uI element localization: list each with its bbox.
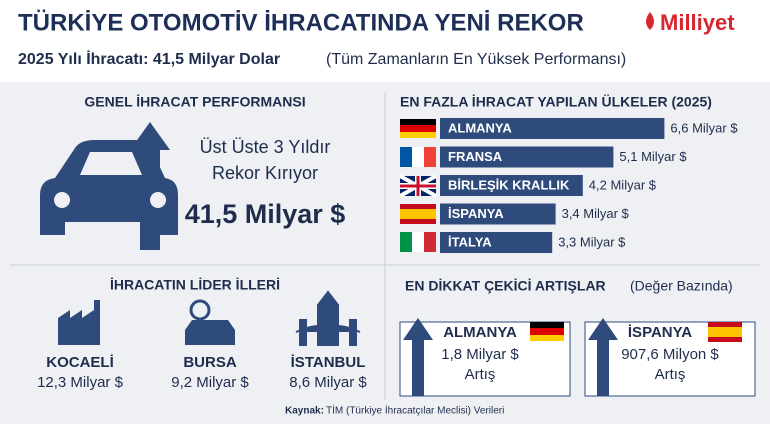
flag: [400, 119, 436, 125]
increase-label: Artış: [655, 366, 686, 383]
flag: [416, 176, 420, 196]
province-value: 12,3 Milyar $: [37, 374, 124, 391]
province-name: KOCAELİ: [46, 354, 114, 371]
bar: [440, 203, 556, 225]
bar-category: FRANSA: [448, 149, 503, 164]
increase-label: Artış: [465, 366, 496, 383]
section-title: EN FAZLA İHRACAT YAPILAN ÜLKELER (2025): [400, 94, 712, 110]
bar-chart: ALMANYA 6,6 Milyar $ FRANSA 5,1 Milyar $ BİR…: [440, 118, 738, 253]
bar-category: BİRLEŞİK KRALLIK: [448, 177, 570, 192]
brand: Milliyet: [660, 10, 735, 35]
bar: [440, 118, 665, 139]
flag: [424, 232, 436, 252]
factory-icon: [58, 300, 100, 345]
section-note: (Değer Bazında): [630, 278, 733, 294]
flag: [424, 147, 436, 167]
title: TÜRKİYE OTOMOTİV İHRACATINDA YENİ REKOR: [18, 9, 584, 36]
increase-amount: 907,6 Milyon $: [621, 346, 719, 363]
flag: [400, 132, 436, 138]
bar-category: İSPANYA: [448, 206, 504, 221]
flag: [400, 232, 412, 252]
source-label: Kaynak:: [285, 406, 324, 417]
flag: [530, 335, 564, 341]
flag: [530, 322, 564, 328]
increase-country: ALMANYA: [443, 324, 517, 341]
value-label: 4,2 Milyar $: [589, 177, 657, 192]
performance-line: Üst Üste 3 Yıldır: [200, 137, 331, 157]
bar-category: ALMANYA: [448, 120, 512, 135]
flag: [400, 147, 412, 167]
section-title: GENEL İHRACAT PERFORMANSI: [84, 94, 305, 110]
bar-category: İTALYA: [448, 234, 492, 249]
subtitle-bold: 2025 Yılı İhracatı: 41,5 Milyar Dolar: [18, 50, 280, 68]
flag: [400, 209, 436, 219]
value-label: 6,6 Milyar $: [670, 120, 738, 135]
bar: [440, 232, 553, 253]
source-text: TİM (Türkiye İhracatçılar Meclisi) Veril…: [326, 404, 504, 417]
car-icon: [185, 320, 235, 345]
car-icon: [40, 140, 178, 235]
value-label: 3,3 Milyar $: [558, 234, 626, 249]
province-name: İSTANBUL: [291, 354, 366, 371]
bar: [440, 146, 614, 168]
bridge-icon: [295, 290, 361, 346]
car-window: [80, 152, 142, 175]
performance-line: Rekor Kırıyor: [212, 163, 318, 183]
section-title: EN DİKKAT ÇEKİCİ ARTIŞLAR: [405, 278, 606, 294]
flag: [400, 125, 436, 132]
up-arrow: [588, 318, 618, 396]
province-value: 8,6 Milyar $: [289, 374, 367, 391]
flag: [412, 147, 424, 167]
province-value: 9,2 Milyar $: [171, 374, 249, 391]
subtitle-note: (Tüm Zamanların En Yüksek Performansı): [326, 51, 626, 68]
car-light: [54, 192, 70, 208]
car-light: [150, 192, 166, 208]
gear-icon: [189, 299, 211, 321]
value-label: 3,4 Milyar $: [562, 206, 630, 221]
flag: [412, 232, 424, 252]
performance-amount: 41,5 Milyar $: [185, 199, 346, 229]
section-title: İHRACATIN LİDER İLLERİ: [110, 277, 280, 293]
increase-country: İSPANYA: [628, 324, 692, 341]
up-arrow: [403, 318, 433, 396]
province-name: BURSA: [183, 354, 237, 371]
brand-flame: [646, 12, 654, 30]
increase-amount: 1,8 Milyar $: [441, 346, 519, 363]
value-label: 5,1 Milyar $: [619, 149, 687, 164]
bar: [440, 175, 583, 196]
flag: [530, 328, 564, 335]
flags: [399, 119, 437, 252]
flag: [708, 327, 742, 337]
